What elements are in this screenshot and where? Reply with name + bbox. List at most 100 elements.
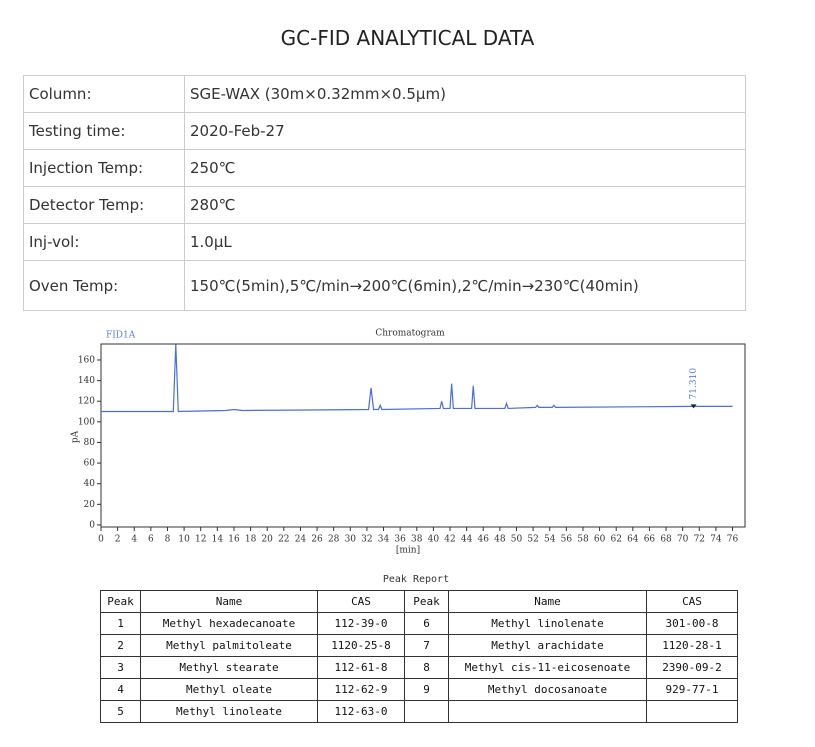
- x-tick-label: 8: [165, 535, 171, 545]
- info-label: Column:: [23, 75, 185, 113]
- y-tick-label: 160: [78, 355, 95, 365]
- peak-cell: Methyl palmitoleate: [140, 634, 318, 657]
- info-table: Column: SGE-WAX (30m×0.32mm×0.5μm) Testing…: [23, 75, 746, 311]
- info-row: Detector Temp: 280℃: [23, 186, 746, 224]
- plot-frame: [100, 343, 746, 528]
- peak-header: Name: [140, 590, 318, 613]
- x-tick-label: 62: [610, 535, 621, 545]
- x-tick-label: 44: [461, 535, 473, 545]
- x-tick-label: 14: [212, 535, 224, 545]
- y-tick-label: 80: [84, 438, 96, 448]
- peak-cell: [448, 700, 647, 723]
- x-tick-label: 46: [478, 535, 490, 545]
- x-tick-label: 48: [494, 535, 506, 545]
- x-tick-label: 26: [311, 535, 323, 545]
- peak-cell: Methyl hexadecanoate: [140, 612, 318, 635]
- info-label: Testing time:: [23, 112, 185, 150]
- info-label: Inj-vol:: [23, 223, 185, 261]
- chart-title: Chromatogram: [375, 329, 445, 339]
- peak-cell: 6: [404, 612, 449, 635]
- peak-cell: 9: [404, 678, 449, 701]
- peak-cell: Methyl stearate: [140, 656, 318, 679]
- x-tick-label: 72: [694, 535, 705, 545]
- x-tick-label: 64: [627, 535, 639, 545]
- peak-cell: Methyl arachidate: [448, 634, 647, 657]
- peak-cell: 1: [100, 612, 141, 635]
- annotation-label: 71.310: [689, 368, 699, 400]
- info-row: Injection Temp: 250℃: [23, 149, 746, 187]
- x-tick-label: 16: [228, 535, 240, 545]
- x-tick-label: 54: [544, 535, 556, 545]
- x-tick-label: 28: [328, 535, 340, 545]
- peak-cell: 112-61-8: [317, 656, 405, 679]
- peak-cell: [646, 700, 738, 723]
- peak-cell: 112-62-9: [317, 678, 405, 701]
- info-row: Inj-vol: 1.0μL: [23, 223, 746, 261]
- info-row: Column: SGE-WAX (30m×0.32mm×0.5μm): [23, 75, 746, 113]
- x-tick-label: 0: [98, 535, 104, 545]
- x-tick-label: 18: [245, 535, 257, 545]
- x-tick-label: 34: [378, 535, 390, 545]
- peak-cell: Methyl cis-11-eicosenoate: [448, 656, 647, 679]
- x-axis-label: [min]: [396, 546, 420, 556]
- y-tick-label: 0: [89, 520, 95, 530]
- info-value: 1.0μL: [184, 223, 746, 261]
- x-tick-label: 20: [261, 535, 273, 545]
- x-tick-label: 66: [644, 535, 656, 545]
- x-tick-label: 38: [411, 535, 423, 545]
- peak-cell: Methyl docosanoate: [448, 678, 647, 701]
- peak-header: CAS: [646, 590, 738, 613]
- peak-cell: 2: [100, 634, 141, 657]
- peak-cell: 8: [404, 656, 449, 679]
- annotation-arrow: [690, 404, 697, 409]
- info-value: 280℃: [184, 186, 746, 224]
- peak-cell: 301-00-8: [646, 612, 738, 635]
- peak-report-title: Peak Report: [382, 574, 450, 585]
- peak-cell: 3: [100, 656, 141, 679]
- peak-row: 2 Methyl palmitoleate 1120-25-8 7 Methyl ara…: [100, 634, 738, 657]
- x-tick-label: 52: [527, 535, 538, 545]
- peak-cell: 1120-28-1: [646, 634, 738, 657]
- info-row: Testing time: 2020-Feb-27: [23, 112, 746, 150]
- chromatogram: FID1A Chromatogram pA [min] 020406080100…: [71, 329, 746, 556]
- peak-header: Peak: [404, 590, 449, 613]
- peak-cell: 7: [404, 634, 449, 657]
- trace: [101, 344, 733, 413]
- peak-row: 4 Methyl oleate 112-62-9 9 Methyl docosanoat…: [100, 678, 738, 701]
- info-value: 2020-Feb-27: [184, 112, 746, 150]
- peak-cell: 2390-09-2: [646, 656, 738, 679]
- peak-cell: Methyl linolenate: [448, 612, 647, 635]
- x-tick-label: 76: [727, 535, 739, 545]
- peak-cell: [404, 700, 449, 723]
- peak-cell: 112-39-0: [317, 612, 405, 635]
- x-tick-label: 24: [295, 535, 307, 545]
- peak-header: CAS: [317, 590, 405, 613]
- peak-header: Name: [448, 590, 647, 613]
- x-tick-label: 32: [361, 535, 372, 545]
- info-value: 150℃(5min),5℃/min→200℃(6min),2℃/min→230℃…: [184, 260, 746, 311]
- x-tick-label: 36: [394, 535, 406, 545]
- x-tick-label: 6: [148, 535, 154, 545]
- peak-header: Peak: [100, 590, 141, 613]
- info-label: Injection Temp:: [23, 149, 185, 187]
- x-tick-label: 12: [195, 535, 206, 545]
- peak-table: Peak Name CAS Peak Name CAS 1 Methyl hexadecano…: [100, 590, 738, 723]
- peak-cell: 1120-25-8: [317, 634, 405, 657]
- x-tick-label: 68: [660, 535, 672, 545]
- info-label: Detector Temp:: [23, 186, 185, 224]
- x-tick-label: 30: [345, 535, 357, 545]
- legend-label: FID1A: [106, 331, 136, 341]
- x-tick-label: 40: [428, 535, 440, 545]
- x-tick-label: 22: [278, 535, 289, 545]
- peak-cell: 112-63-0: [317, 700, 405, 723]
- x-tick-label: 10: [178, 535, 190, 545]
- x-tick-label: 60: [594, 535, 606, 545]
- y-tick-label: 20: [84, 500, 96, 510]
- peak-cell: Methyl linoleate: [140, 700, 318, 723]
- x-tick-label: 56: [561, 535, 573, 545]
- x-tick-label: 74: [710, 535, 722, 545]
- info-value: SGE-WAX (30m×0.32mm×0.5μm): [184, 75, 746, 113]
- peak-row: 5 Methyl linoleate 112-63-0: [100, 700, 738, 723]
- y-tick-label: 100: [78, 417, 95, 427]
